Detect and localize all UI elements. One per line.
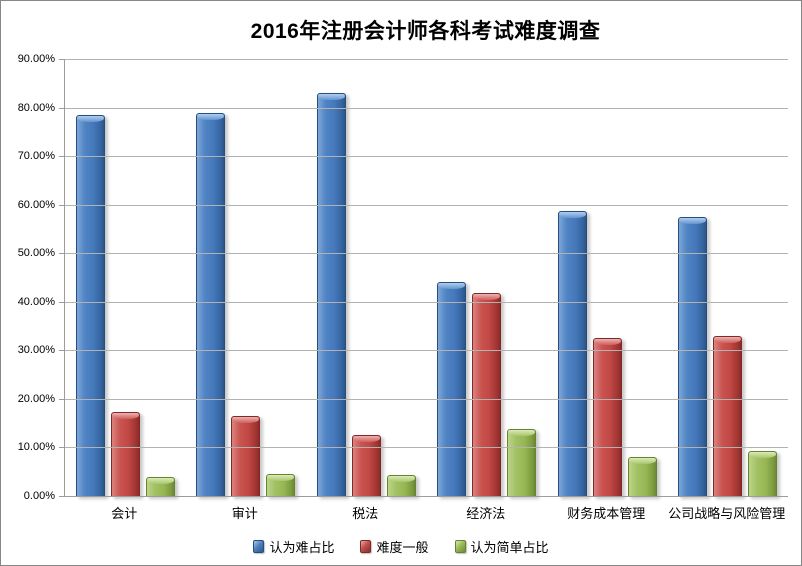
bar-group-3 <box>306 60 427 497</box>
x-axis-label-3: 税法 <box>352 506 379 521</box>
bar-series1-cat4 <box>437 282 467 497</box>
x-axis-label-1: 会计 <box>111 506 138 521</box>
legend-swatch-icon <box>360 540 372 553</box>
gridline-60 <box>65 204 788 206</box>
bar-series1-cat3 <box>316 93 346 497</box>
y-axis-label-10: 10.00% <box>17 441 55 454</box>
gridline-0 <box>65 496 788 497</box>
y-axis-tick-70 <box>59 156 65 158</box>
y-axis-label-90: 90.00% <box>17 53 55 65</box>
x-axis-label-4: 经济法 <box>466 506 506 521</box>
x-axis-label-2: 审计 <box>231 506 258 521</box>
bar-group-2 <box>186 60 307 497</box>
bar-series1-cat1 <box>75 115 105 497</box>
bar-series2-cat2 <box>231 416 261 497</box>
bar-series2-cat4 <box>472 293 502 497</box>
legend-swatch-icon <box>454 540 466 553</box>
y-axis-label-50: 50.00% <box>17 247 55 260</box>
y-axis-label-30: 30.00% <box>17 344 55 357</box>
bar-series3-cat6 <box>748 450 778 497</box>
gridline-40 <box>65 301 788 303</box>
y-axis-label-80: 80.00% <box>17 101 55 114</box>
bar-series1-cat2 <box>196 113 226 497</box>
bar-series2-cat3 <box>351 435 381 497</box>
gridline-90 <box>65 59 788 60</box>
bar-series3-cat3 <box>386 475 416 497</box>
y-axis-label-20: 20.00% <box>17 392 55 405</box>
bar-series2-cat5 <box>592 337 622 497</box>
legend-item-1: 认为难占比 <box>253 537 334 556</box>
y-axis-tick-90 <box>59 59 65 60</box>
y-axis-tick-50 <box>59 253 65 255</box>
bar-group-6 <box>668 60 789 497</box>
y-axis-label-0: 0.00% <box>23 490 55 502</box>
bar-series1-cat5 <box>557 211 587 497</box>
legend-label: 认为难占比 <box>269 540 335 555</box>
y-axis-tick-0 <box>59 496 65 497</box>
legend-item-3: 认为简单占比 <box>454 537 549 556</box>
gridline-80 <box>65 107 788 109</box>
legend-label: 认为简单占比 <box>470 540 549 555</box>
bar-series3-cat1 <box>145 477 175 497</box>
bar-series3-cat2 <box>266 473 296 497</box>
y-axis-tick-20 <box>59 398 65 400</box>
bar-groups <box>65 60 788 497</box>
legend: 认为难占比 难度一般 认为简单占比 <box>1 537 801 556</box>
gridline-70 <box>65 156 788 158</box>
x-axis-labels: 会计 审计 税法 经济法 财务成本管理 公司战略与风险管理 <box>64 503 787 522</box>
bar-group-5 <box>547 60 668 497</box>
x-axis-label-5: 财务成本管理 <box>567 506 646 521</box>
bar-group-1 <box>65 60 186 497</box>
y-axis-tick-10 <box>59 447 65 449</box>
gridline-20 <box>65 398 788 400</box>
bar-series3-cat5 <box>627 456 657 497</box>
y-axis-label-40: 40.00% <box>17 295 55 308</box>
y-axis-label-70: 70.00% <box>17 150 55 163</box>
gridline-30 <box>65 350 788 352</box>
bar-series2-cat6 <box>713 336 743 497</box>
legend-label: 难度一般 <box>376 540 429 555</box>
gridline-10 <box>65 447 788 449</box>
plot-area: 0.00% 10.00% 20.00% 30.00% 40.00% 50.00% 60.00… <box>18 53 788 502</box>
y-axis-tick-80 <box>59 107 65 109</box>
y-axis-label-60: 60.00% <box>17 198 55 211</box>
gridline-50 <box>65 253 788 255</box>
bar-series2-cat1 <box>110 411 140 497</box>
y-axis-tick-30 <box>59 350 65 352</box>
legend-swatch-icon <box>253 540 265 553</box>
bar-series1-cat6 <box>678 216 708 497</box>
y-axis-tick-60 <box>59 204 65 206</box>
legend-item-2: 难度一般 <box>360 537 429 556</box>
chart-title: 2016年注册会计师各科考试难度调查 <box>250 20 601 43</box>
bar-series3-cat4 <box>507 428 537 497</box>
x-axis-label-6: 公司战略与风险管理 <box>668 506 786 521</box>
y-axis-tick-40 <box>59 301 65 303</box>
bar-group-4 <box>427 60 548 497</box>
